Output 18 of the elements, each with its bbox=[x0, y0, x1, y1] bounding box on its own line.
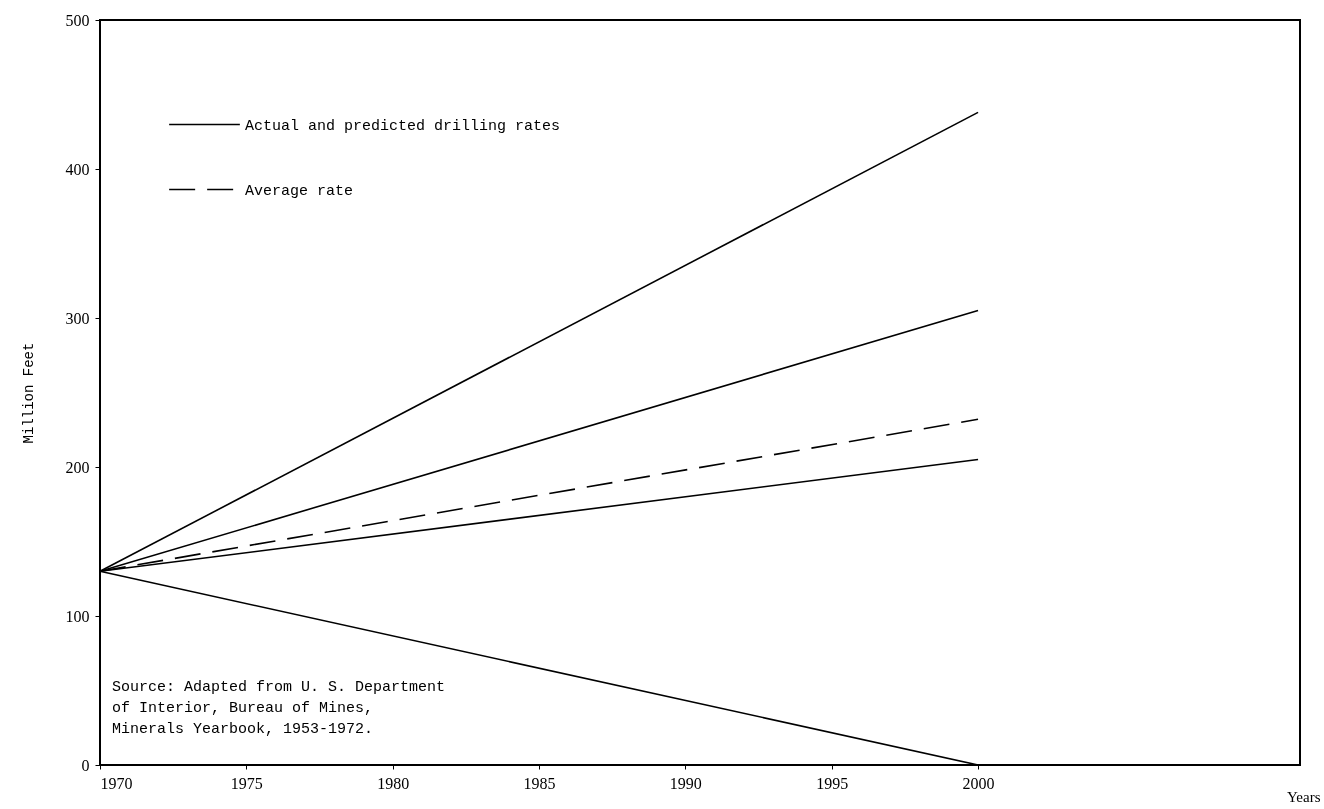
y-tick-label: 300 bbox=[65, 309, 90, 327]
legend-label: Actual and predicted drilling rates bbox=[245, 117, 561, 135]
x-tick-label: 1995 bbox=[816, 774, 849, 792]
x-tick-label: 1985 bbox=[523, 774, 556, 792]
y-tick-label: 0 bbox=[81, 756, 90, 774]
x-tick-label: 2000 bbox=[962, 774, 995, 792]
x-tick-label: 1990 bbox=[669, 774, 702, 792]
annotation: Source: Adapted from U. S. Department of Interior, Bureau of Mines, Minerals Yearbook, 1953-1972. bbox=[112, 679, 446, 738]
y-tick-label: 200 bbox=[65, 458, 90, 476]
x-tick-label: 1980 bbox=[377, 774, 410, 792]
x-tick-label: 1975 bbox=[230, 774, 263, 792]
y-axis-title: Million Feet bbox=[20, 342, 37, 444]
x-tick-label: 1970 bbox=[100, 774, 133, 792]
x-axis-title: Years bbox=[1287, 788, 1321, 805]
y-tick-label: 400 bbox=[65, 160, 90, 178]
legend-label: Average rate bbox=[245, 182, 354, 200]
y-tick-label: 100 bbox=[65, 607, 90, 625]
y-tick-label: 500 bbox=[65, 11, 90, 29]
